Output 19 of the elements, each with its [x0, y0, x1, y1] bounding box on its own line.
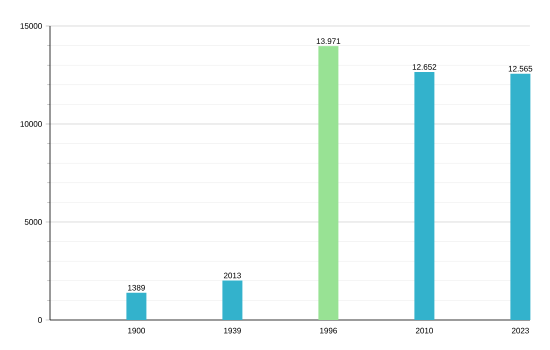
x-tick-label: 2023 [512, 328, 529, 334]
data-label: 2013 [224, 272, 241, 278]
x-tick-label: 1900 [128, 328, 145, 334]
x-tick-label: 1939 [224, 328, 241, 334]
x-tick-label: 1996 [320, 328, 337, 334]
y-tick-label: 15000 [20, 23, 42, 29]
bar [510, 74, 530, 320]
data-label: 1389 [128, 284, 145, 291]
y-tick-label: 5000 [24, 219, 42, 225]
data-label: 12.565 [508, 66, 532, 72]
data-label: 13.971 [316, 38, 340, 44]
data-label: 12.652 [412, 64, 436, 70]
bar [318, 46, 338, 320]
y-tick-label: 10000 [20, 121, 42, 127]
bar [126, 292, 146, 320]
x-tick-label: 2010 [416, 328, 433, 334]
y-tick-label: 0 [38, 317, 42, 323]
bar [222, 280, 242, 320]
bar [414, 72, 434, 320]
